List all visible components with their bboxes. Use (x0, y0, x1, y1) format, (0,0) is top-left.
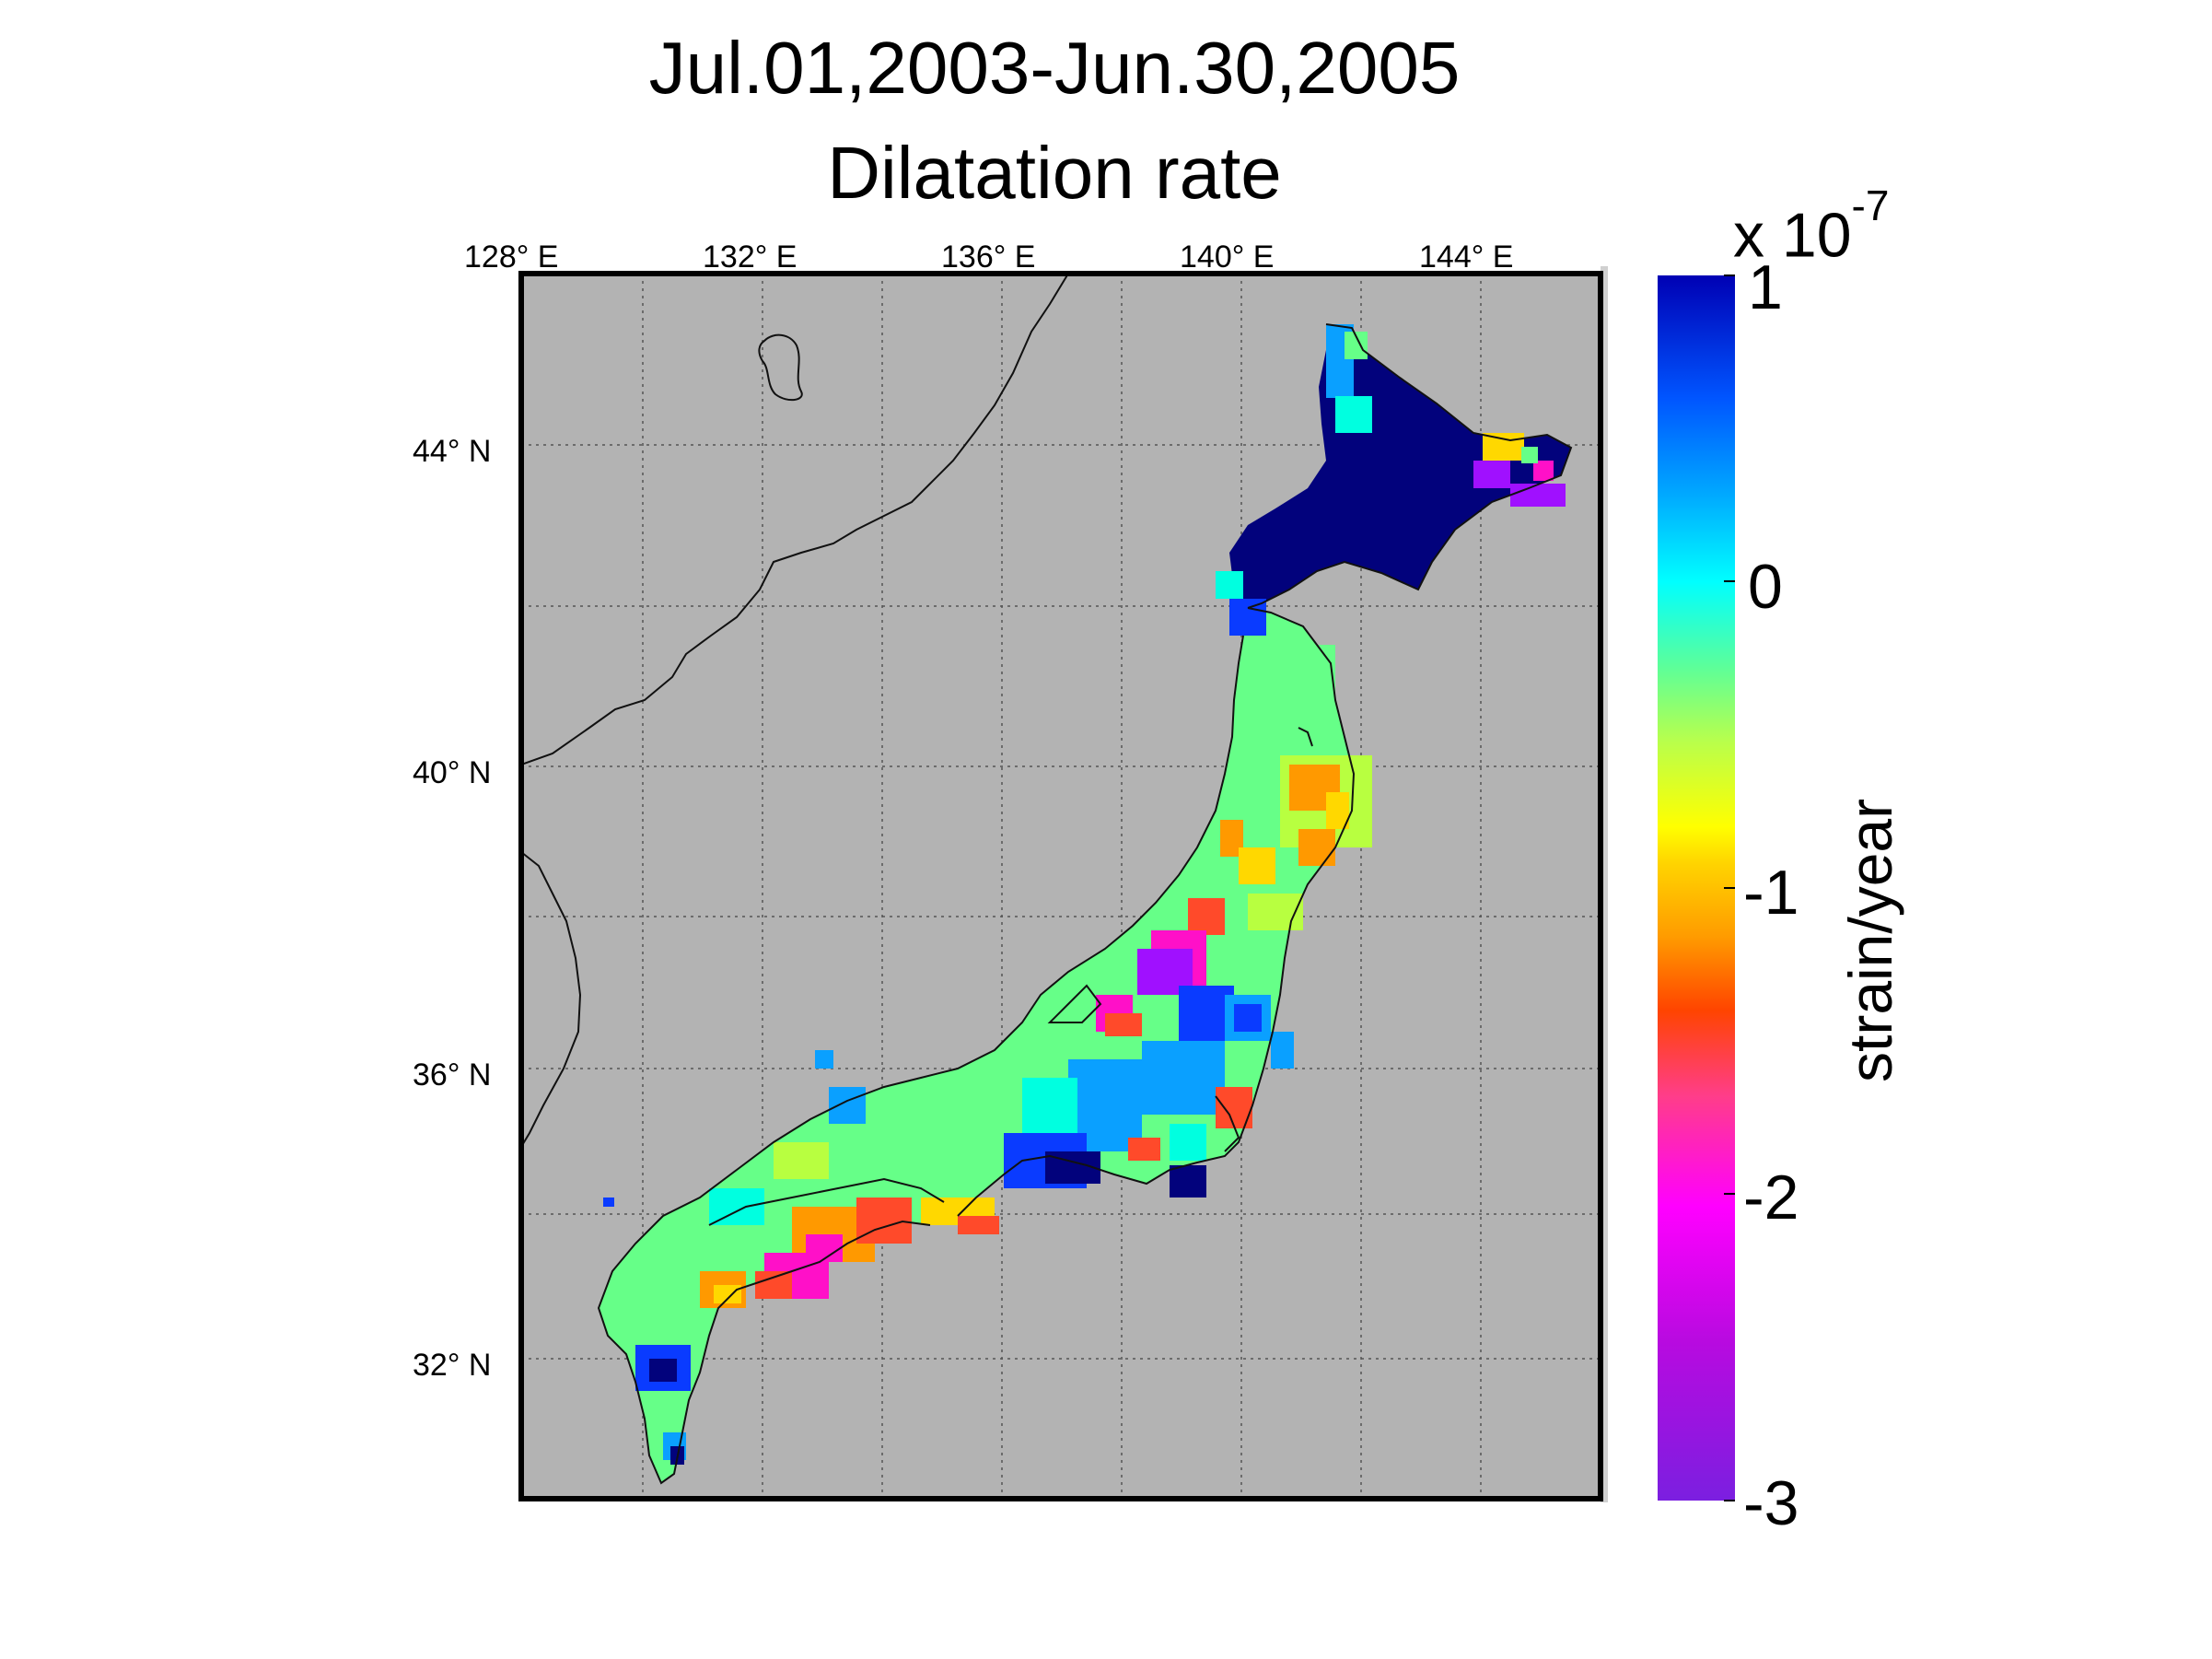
lon-label-128: 128° E (464, 240, 559, 275)
colorbar-unit-label: strain/year (1836, 798, 1904, 1082)
lat-label-44: 44° N (413, 434, 492, 469)
lat-label-40: 40° N (413, 755, 492, 790)
map-frame (518, 271, 1603, 1501)
map-subtitle: Dilatation rate (827, 132, 1282, 214)
sakhalin-outline (758, 333, 803, 402)
asia-coastline (521, 274, 1069, 765)
colorbar-tick-minus2: -2 (1743, 1162, 1799, 1233)
lat-label-32: 32° N (413, 1348, 492, 1383)
colorbar-tick-minus3: -3 (1743, 1468, 1799, 1538)
colorbar-ticks (1724, 275, 1735, 1501)
lon-label-136: 136° E (941, 240, 1036, 275)
colorbar-tick-0: 0 (1748, 552, 1783, 622)
colorbar-gradient (1658, 275, 1735, 1501)
lat-label-36: 36° N (413, 1057, 492, 1092)
map-title: Jul.01,2003-Jun.30,2005 (648, 27, 1461, 109)
lon-label-144: 144° E (1419, 240, 1514, 275)
colorbar-tick-1: 1 (1748, 252, 1783, 322)
lon-label-140: 140° E (1180, 240, 1275, 275)
lon-label-132: 132° E (703, 240, 797, 275)
strain-field (603, 324, 1566, 1465)
colorbar-tick-minus1: -1 (1743, 858, 1799, 928)
map-shadow (1601, 266, 1608, 1502)
colorbar-multiplier: x 10-7 (1733, 181, 1890, 271)
japan-coastline (597, 323, 1573, 1485)
korea-coastline (521, 851, 582, 1148)
